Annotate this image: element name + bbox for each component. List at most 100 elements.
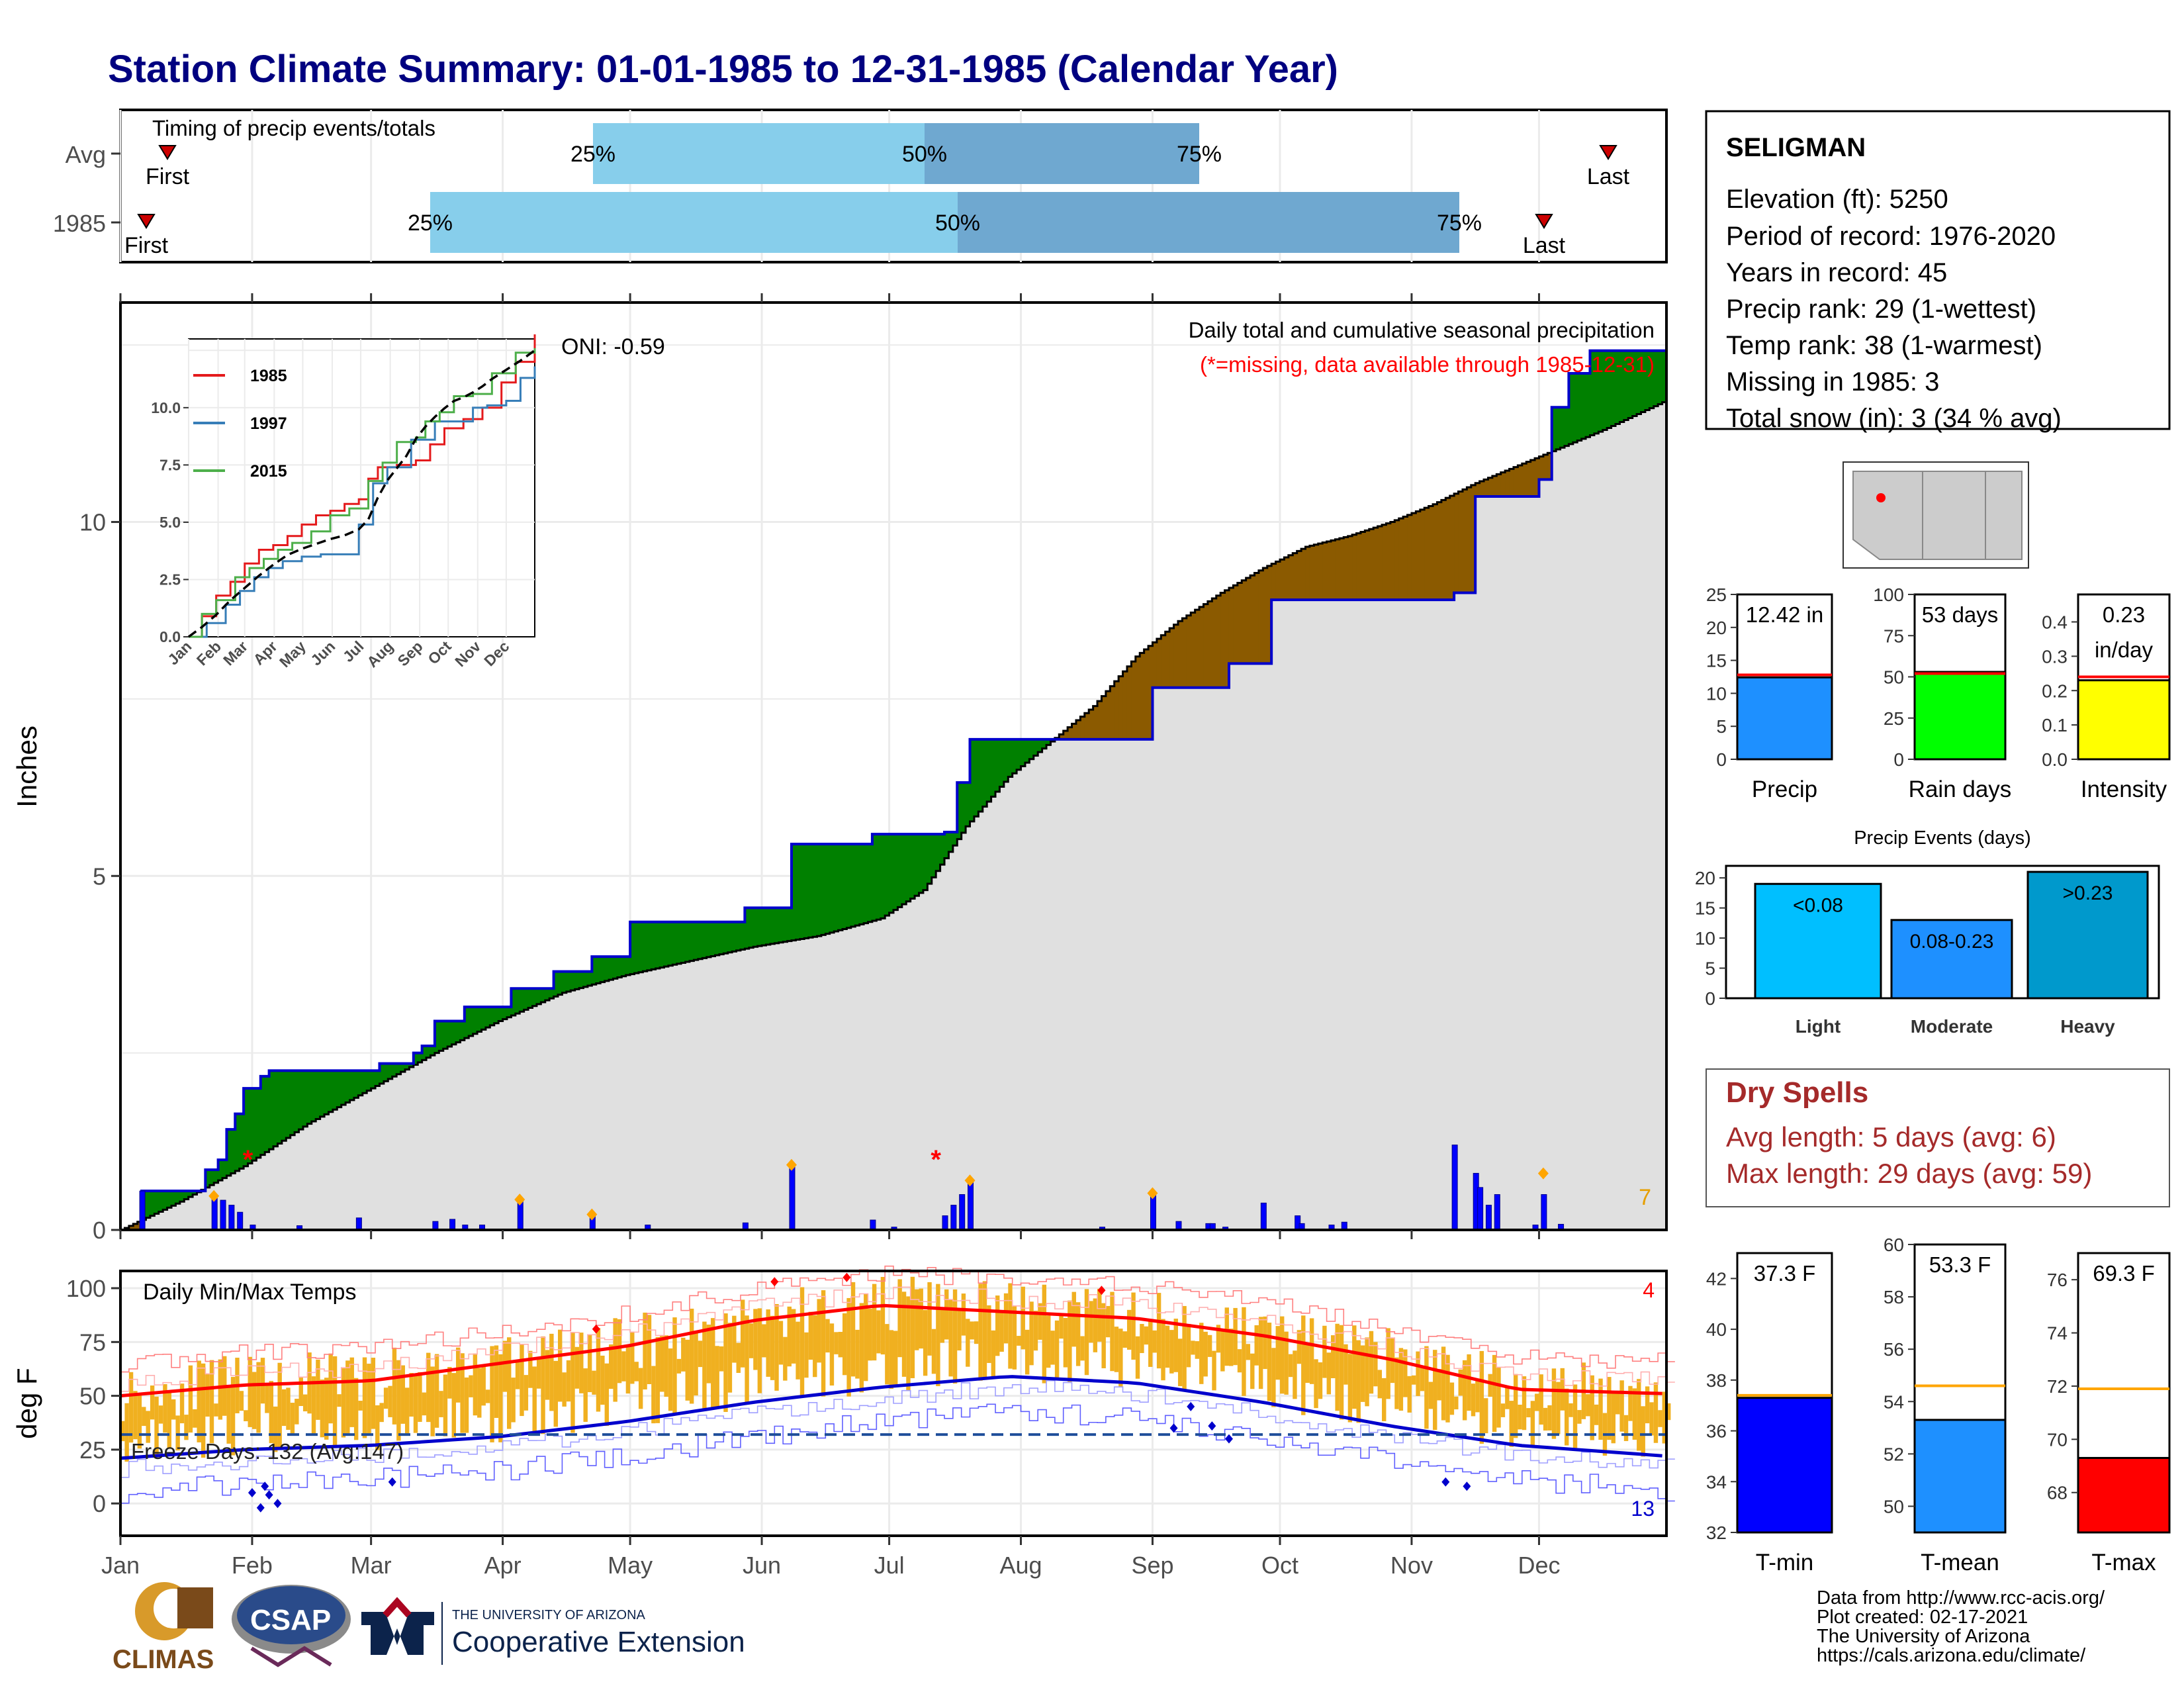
precip-departure-bar	[1135, 656, 1141, 739]
ua-big-text: Cooperative Extension	[452, 1626, 745, 1658]
daily-temp-bar	[787, 1306, 792, 1367]
daily-temp-bar	[383, 1387, 388, 1409]
daily-temp-bar	[1114, 1327, 1119, 1372]
precip-departure-bar	[715, 921, 720, 956]
daily-temp-bar	[1373, 1342, 1378, 1387]
precip-legend-2: (*=missing, data available through 1985-…	[1200, 352, 1655, 377]
daily-temp-bar	[1369, 1331, 1374, 1394]
precip-departure-bar	[1373, 528, 1379, 600]
precip-departure-bar	[179, 1191, 185, 1202]
daily-temp-bar	[128, 1372, 134, 1443]
csap-logo: CSAP	[232, 1585, 351, 1667]
precip-departure-bar	[244, 1088, 249, 1166]
daily-temp-bar	[281, 1389, 287, 1427]
timing-pct-p50: 50%	[935, 211, 980, 236]
precip-departure-bar	[175, 1191, 181, 1204]
daily-temp-bar	[821, 1290, 826, 1397]
daily-temp-bar	[1509, 1401, 1514, 1447]
precip-departure-bar	[1093, 706, 1098, 739]
daily-temp-bar	[1645, 1386, 1650, 1424]
precip-departure-bar	[532, 988, 537, 1006]
precip-departure-bar	[1471, 485, 1477, 593]
daily-temp-bar	[349, 1357, 354, 1427]
daily-temp-bar	[999, 1313, 1004, 1352]
precip-departure-bar	[1369, 529, 1374, 600]
precip-departure-bar	[1177, 621, 1183, 688]
daily-temp-bar	[897, 1279, 902, 1358]
daily-temp-bar	[1564, 1388, 1569, 1446]
precip-departure-bar	[392, 1063, 397, 1077]
daily-temp-bar	[1122, 1331, 1127, 1348]
temp-title: Daily Min/Max Temps	[143, 1280, 356, 1305]
daily-temp-bar	[455, 1347, 461, 1403]
precip-departure-bar	[1267, 565, 1272, 664]
daily-temp-bar	[146, 1411, 150, 1443]
footer-line-2: Plot created: 02-17-2021	[1817, 1607, 2028, 1628]
daily-temp-bar	[1173, 1319, 1178, 1372]
daily-temp-bar	[1199, 1323, 1204, 1384]
precip-departure-bar	[558, 971, 563, 995]
precip-departure-bar	[1641, 350, 1646, 412]
daily-temp-bar	[1653, 1382, 1659, 1443]
daily-temp-bar	[1326, 1352, 1332, 1395]
daily-temp-bar	[251, 1372, 257, 1429]
precip-departure-bar	[520, 988, 525, 1012]
precip-departure-bar	[685, 921, 690, 962]
record-low-marker	[248, 1487, 256, 1497]
precip-departure-bar	[694, 921, 699, 961]
month-label-Dec: Dec	[1518, 1552, 1560, 1579]
daily-temp-bar	[1140, 1324, 1144, 1354]
precip-departure-bar	[154, 1191, 159, 1214]
daily-temp-bar	[1619, 1380, 1624, 1432]
daily-temp-bar	[706, 1325, 711, 1383]
precip-departure-bar	[477, 1007, 482, 1032]
daily-temp-bar	[214, 1403, 218, 1417]
precip-departure-bar	[1352, 534, 1357, 600]
temp-count-top: 4	[1643, 1278, 1655, 1302]
daily-temp-bar	[1024, 1329, 1030, 1375]
precip-departure-bar	[825, 844, 831, 934]
daily-temp-bar	[353, 1378, 359, 1440]
daily-temp-bar	[1496, 1367, 1501, 1428]
precip-departure-bar	[587, 971, 593, 986]
precip-departure-bar	[1118, 676, 1124, 739]
daily-temp-bar	[562, 1372, 567, 1407]
precip-departure-bar	[1173, 624, 1179, 688]
precip-cumulative-line	[120, 349, 1666, 1231]
precip-departure-bar	[1398, 518, 1404, 600]
daily-temp-bar	[1649, 1402, 1654, 1436]
t-mean-ytick-2: 54	[1884, 1391, 1904, 1412]
precip-ytick-1: 5	[93, 863, 106, 890]
precip-departure-bar	[855, 844, 860, 926]
daily-temp-bar	[239, 1391, 244, 1411]
daily-temp-bar	[885, 1324, 889, 1385]
precip-departure-bar	[638, 921, 644, 972]
daily-temp-bar	[324, 1378, 329, 1440]
daily-temp-bar	[1458, 1369, 1463, 1396]
timing-marker-first	[137, 214, 156, 229]
t-mean-bar	[1913, 1419, 2007, 1534]
precip-departure-bar	[1619, 350, 1625, 422]
rain-days-ytick-2: 50	[1884, 667, 1904, 688]
precip-departure-bar	[409, 1063, 414, 1068]
precip-departure-bar	[634, 921, 639, 974]
daily-temp-bar	[1658, 1410, 1662, 1427]
rain-days-bar	[1913, 671, 2007, 761]
daily-temp-bar	[1394, 1357, 1399, 1409]
month-label-Jan: Jan	[101, 1552, 140, 1579]
daily-temp-bar	[1467, 1354, 1471, 1411]
precip-departure-bar	[345, 1070, 351, 1103]
intensity-bar	[2077, 679, 2171, 761]
locator-map	[1843, 461, 2029, 569]
precip-departure-bar	[796, 844, 801, 940]
precip-departure-bar	[817, 844, 822, 937]
daily-temp-bar	[1258, 1317, 1263, 1389]
precip-departure-bar	[681, 921, 686, 963]
precip-departure-bar	[1114, 681, 1119, 739]
precip-departure-bar	[1365, 530, 1370, 600]
daily-temp-bar	[1322, 1325, 1327, 1378]
daily-temp-bar	[1318, 1362, 1323, 1399]
timing-pct-p25: 25%	[570, 142, 615, 167]
daily-temp-bar	[804, 1332, 809, 1378]
station-line-2: Period of record: 1976-2020	[1726, 222, 2056, 251]
